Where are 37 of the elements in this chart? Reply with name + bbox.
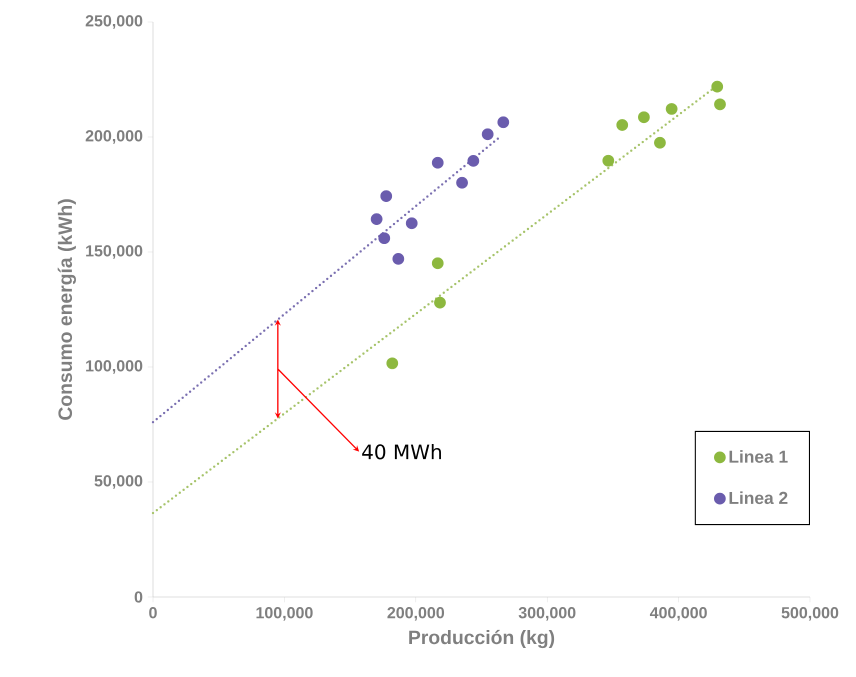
point: [432, 257, 444, 270]
point: [386, 357, 398, 370]
x-axis-title: Producción (kg): [409, 630, 554, 648]
y-tick-label: 100,000: [86, 360, 142, 374]
point: [392, 253, 404, 265]
point: [482, 128, 494, 140]
point: [467, 155, 480, 167]
y-axis-title: Consumo energía (kWh): [58, 199, 76, 420]
point: [711, 80, 724, 92]
legend-label: Linea 2: [730, 491, 788, 504]
annotation: 40 MWh: [362, 444, 441, 460]
point: [654, 136, 666, 149]
point: [456, 176, 468, 189]
point: [602, 154, 614, 167]
x-tick-label: 100,000: [256, 607, 313, 621]
point: [432, 156, 444, 169]
x-tick-label: 400,000: [650, 607, 707, 621]
point: [406, 217, 418, 230]
point: [370, 213, 383, 225]
point: [380, 190, 392, 202]
y-tick-label: 200,000: [86, 130, 142, 144]
point: [497, 116, 510, 128]
y-tick-label: 150,000: [86, 245, 142, 259]
point: [638, 111, 650, 124]
y-tick-label: 50,000: [94, 475, 142, 489]
point: [616, 119, 628, 131]
x-tick-label: 200,000: [387, 607, 444, 621]
point: [666, 103, 678, 115]
y-tick-label: 250,000: [86, 15, 142, 29]
x-tick-label: 500,000: [782, 607, 838, 621]
x-tick-label: 0: [149, 607, 157, 618]
point: [378, 232, 390, 244]
y-tick-label: 0: [134, 591, 142, 603]
point: [434, 296, 446, 308]
legend-label: Linea 1: [730, 450, 788, 463]
point: [714, 98, 726, 110]
x-tick-label: 300,000: [518, 607, 576, 621]
